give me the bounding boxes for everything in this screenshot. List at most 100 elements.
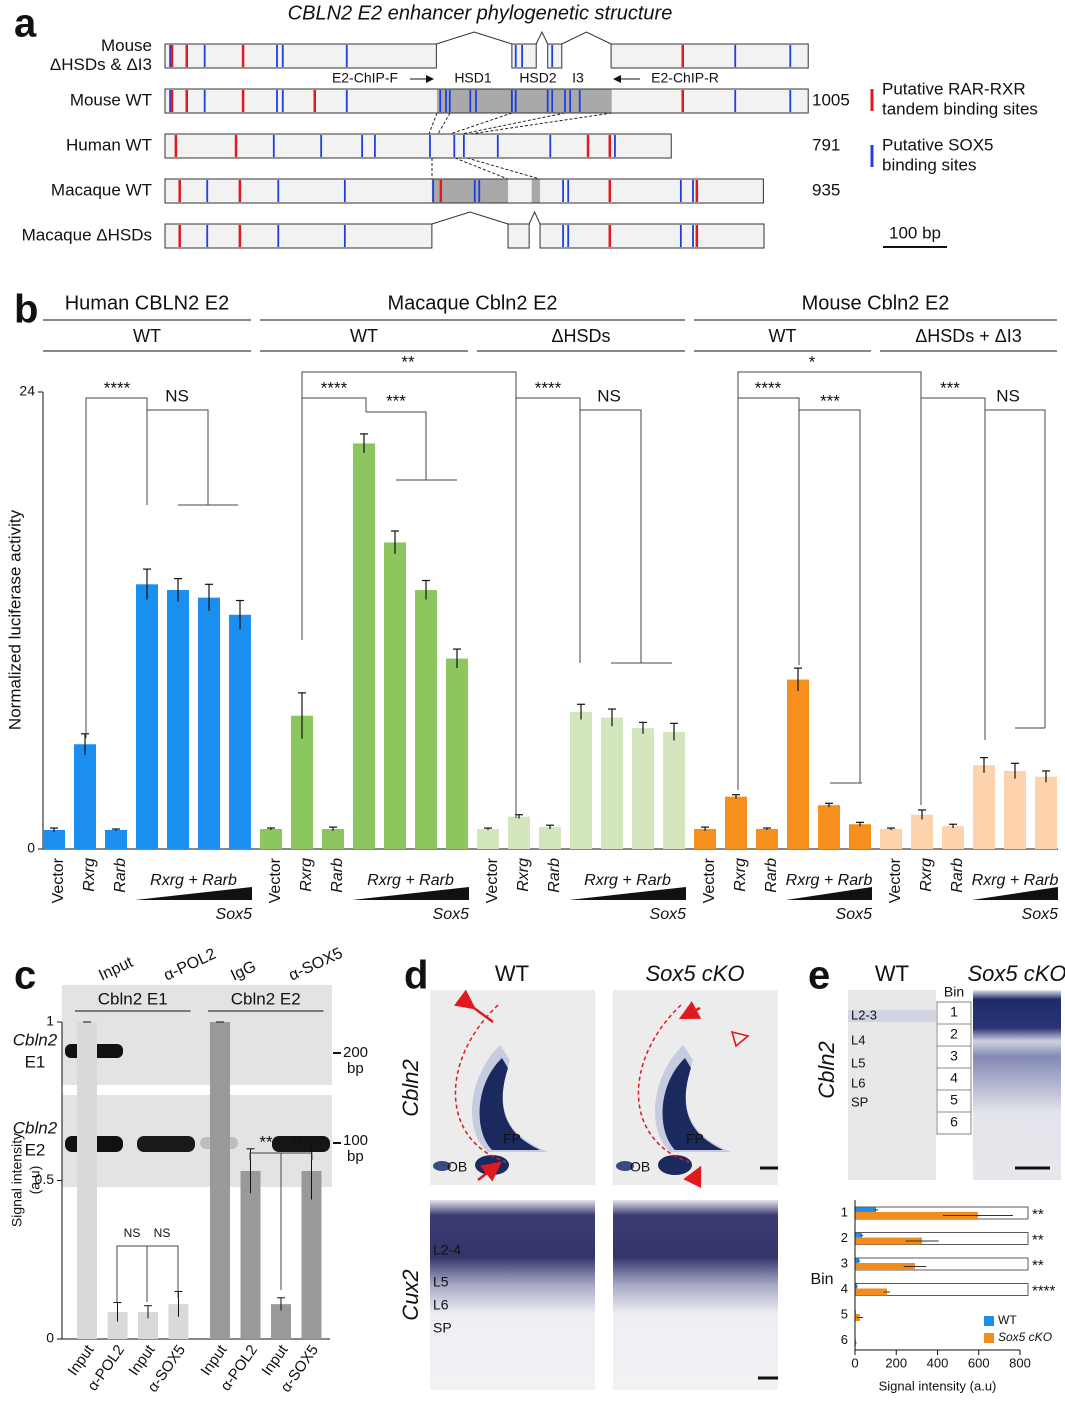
legend-label: WT	[998, 1313, 1017, 1327]
lane-label: α-SOX5	[286, 945, 345, 985]
legend-swatch	[984, 1316, 994, 1326]
sequence-segment	[548, 44, 562, 68]
bar	[1004, 771, 1026, 849]
bar	[136, 584, 158, 849]
sequence-length: 935	[812, 180, 840, 199]
bar	[167, 590, 189, 849]
homology-region	[437, 90, 612, 113]
y-tick-label: 1	[841, 1204, 848, 1219]
bar	[43, 830, 65, 849]
y-tick-label: 5	[841, 1306, 848, 1321]
significance-label: **	[259, 1132, 273, 1151]
titration-label: Sox5	[216, 906, 253, 923]
panel-title: Cbln2 E1	[98, 989, 168, 1008]
y-tick-label: 2	[841, 1230, 848, 1245]
sequence-segment	[165, 44, 436, 68]
image-cko	[973, 990, 1061, 1180]
group-label: Rxrg + Rarb	[786, 872, 873, 889]
titration-label: Sox5	[1022, 906, 1059, 923]
x-tick-label: Vector	[50, 857, 67, 903]
significance-label: NS	[124, 1226, 141, 1240]
image-cko-cbln2	[613, 990, 778, 1185]
titration-label: Sox5	[836, 906, 873, 923]
bar	[942, 826, 964, 849]
group-label: Rxrg + Rarb	[150, 872, 237, 889]
titration-label: Sox5	[433, 906, 470, 923]
lane-label: α-POL2	[161, 946, 219, 985]
panel-d-images	[430, 990, 778, 1390]
y-axis-label: Signal intensity	[9, 1133, 25, 1227]
bar	[210, 1022, 230, 1339]
x-tick-label: 200	[885, 1355, 907, 1370]
y-tick-label: 3	[841, 1255, 848, 1270]
condition-label: ΔHSDs + ΔI3	[915, 326, 1022, 346]
sequence-length: 791	[812, 135, 840, 154]
bin-label: 5	[950, 1092, 958, 1108]
x-tick-label: Rarb	[329, 858, 346, 893]
significance-bracket	[921, 398, 985, 805]
sequence-segment	[540, 224, 764, 248]
significance-label: **	[1032, 1206, 1044, 1223]
row-label: Cbln2	[398, 1059, 423, 1116]
bar	[229, 615, 251, 849]
sequence-bar	[165, 134, 671, 158]
layer-label: L2-3	[851, 1007, 877, 1022]
region-label: I3	[572, 70, 584, 86]
y-axis-label: Normalized luciferase activity	[5, 509, 24, 730]
column-label: WT	[495, 961, 529, 986]
bar	[849, 824, 871, 849]
condition-label: WT	[769, 326, 797, 346]
titration-label: Sox5	[650, 906, 687, 923]
significance-label: *	[809, 352, 816, 371]
x-tick-label: Vector	[701, 857, 718, 903]
region-label: OB	[630, 1159, 650, 1175]
row-label: E2	[25, 1140, 46, 1159]
legend-label: Putative SOX5	[882, 135, 994, 154]
bin-label: 6	[950, 1114, 958, 1130]
x-tick-label: Vector	[887, 857, 904, 903]
column-label: Sox5 cKO	[645, 961, 744, 986]
bar	[973, 765, 995, 849]
significance-bracket	[366, 412, 457, 480]
region-label: E2-ChIP-F	[332, 70, 398, 86]
region-label: E2-ChIP-R	[651, 70, 719, 86]
deletion-connector	[562, 32, 611, 44]
row-label: Cux2	[398, 1269, 423, 1320]
y-axis-label: Bin	[810, 1271, 833, 1288]
layer-label: L6	[433, 1297, 449, 1313]
bar	[260, 829, 282, 849]
panel-letter: a	[14, 2, 37, 46]
bar	[105, 830, 127, 849]
image-cko-cux2	[613, 1200, 778, 1390]
column-label: WT	[875, 961, 909, 986]
panel-letter: b	[14, 288, 38, 332]
layer-label: SP	[851, 1094, 868, 1109]
y-tick-label: 24	[19, 383, 35, 399]
bar	[855, 1233, 862, 1238]
significance-label: ****	[535, 378, 562, 397]
x-tick-label: Rxrg	[81, 858, 98, 892]
homology-region	[432, 180, 508, 203]
condition-label: WT	[133, 326, 161, 346]
layer-label: L5	[433, 1274, 449, 1290]
homology-region	[532, 180, 540, 203]
bar	[322, 829, 344, 849]
bar	[601, 718, 623, 849]
row-label: Cbln2	[814, 1041, 839, 1098]
x-tick-label: Rarb	[763, 858, 780, 893]
deletion-connector	[529, 212, 540, 224]
lane-label: IgG	[228, 958, 259, 984]
x-tick-label: 0	[851, 1355, 858, 1370]
x-tick-label: Rxrg	[298, 858, 315, 892]
species-label: Mouse Cbln2 E2	[802, 292, 950, 314]
row-label: Cbln2	[13, 1030, 58, 1049]
bar	[880, 829, 902, 849]
bin-label: 1	[950, 1004, 958, 1020]
deletion-connector	[432, 212, 508, 224]
significance-label: NS	[154, 1226, 171, 1240]
bar	[77, 1022, 97, 1339]
track-label: ΔHSDs & ΔI3	[50, 55, 152, 74]
layer-label: L6	[851, 1075, 865, 1090]
bar	[539, 827, 561, 849]
